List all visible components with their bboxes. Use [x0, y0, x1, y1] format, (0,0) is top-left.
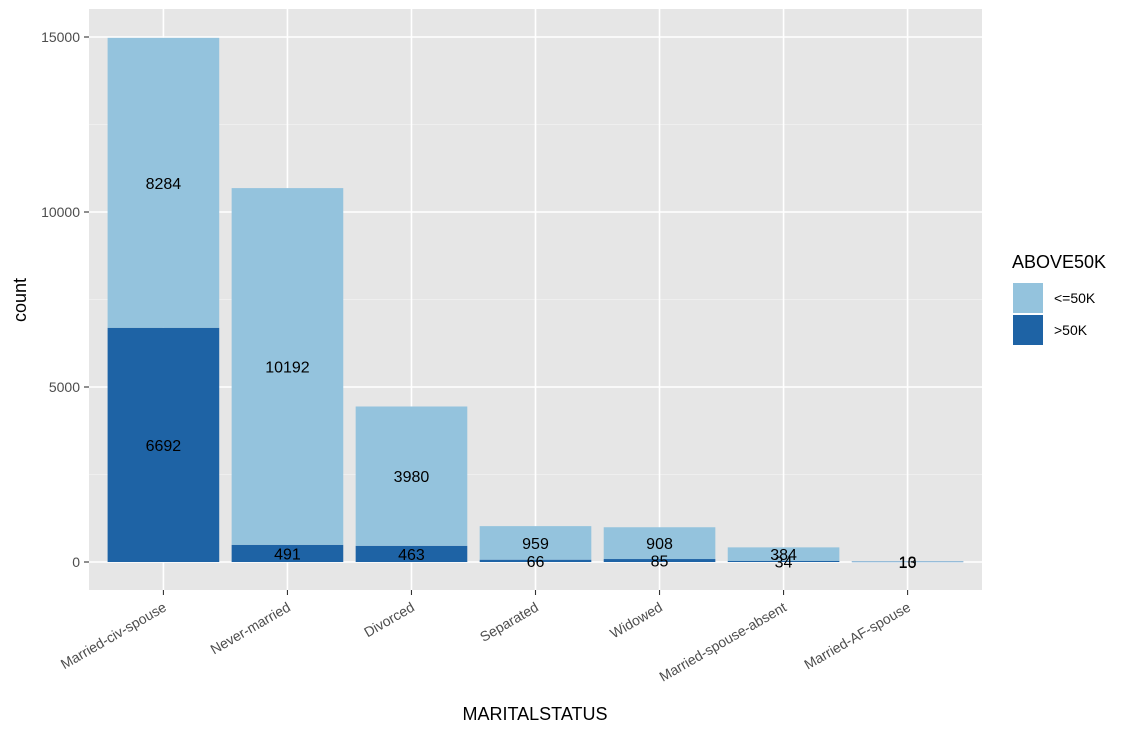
legend-key-gt50k	[1013, 315, 1043, 345]
bar-le50k	[727, 547, 840, 561]
bar-le50k	[107, 37, 220, 328]
bar-le50k	[355, 406, 468, 546]
bar-le50k	[479, 526, 592, 560]
x-axis-title: MARITALSTATUS	[462, 704, 607, 724]
x-tick-label: Married-AF-spouse	[801, 599, 913, 673]
bar-label-gt50k: 66	[527, 554, 545, 571]
legend-key-le50k	[1013, 283, 1043, 313]
bar-gt50k	[479, 559, 592, 562]
x-tick-label: Divorced	[361, 599, 417, 640]
x-tick-label: Widowed	[607, 599, 665, 642]
bar-label-le50k: 8284	[146, 176, 182, 193]
legend-title: ABOVE50K	[1012, 252, 1106, 272]
legend-label-le50k: <=50K	[1054, 290, 1096, 306]
bar-gt50k	[727, 560, 840, 562]
bar-label-le50k: 10192	[265, 359, 310, 376]
bar-gt50k	[231, 544, 344, 562]
bars	[107, 37, 964, 563]
bar-label-gt50k: 491	[274, 546, 301, 563]
y-axis-title: count	[10, 278, 30, 322]
bar-label-gt50k: 463	[398, 547, 425, 564]
bar-label-gt50k: 6692	[146, 438, 182, 455]
bar-le50k	[851, 561, 964, 562]
bar-le50k	[603, 527, 716, 560]
bar-label-le50k: 959	[522, 536, 549, 553]
bar-label-gt50k: 34	[775, 554, 793, 571]
x-tick-label: Separated	[477, 599, 541, 645]
y-axis-ticks: 0 5000 10000 15000	[41, 29, 89, 570]
bar-le50k	[231, 188, 344, 545]
bar-label-le50k: 13	[899, 554, 917, 571]
bar-label-gt50k: 10	[899, 555, 917, 572]
legend: ABOVE50K <=50K >50K	[1012, 252, 1106, 345]
x-tick-label: Married-spouse-absent	[656, 599, 789, 685]
x-tick-label: Married-civ-spouse	[58, 599, 169, 672]
bar-gt50k	[107, 327, 220, 562]
y-tick-label: 0	[72, 554, 80, 570]
bar-gt50k	[603, 559, 716, 562]
bar-label-gt50k: 85	[651, 554, 669, 571]
x-tick-label: Never-married	[207, 599, 292, 658]
x-axis-ticks: Married-civ-spouse Never-married Divorced S…	[58, 590, 913, 685]
bar-label-le50k: 384	[770, 547, 797, 564]
y-tick-label: 10000	[41, 204, 80, 220]
y-tick-label: 15000	[41, 29, 80, 45]
bar-gt50k	[355, 545, 468, 562]
bar-label-le50k: 3980	[394, 469, 430, 486]
bar-label-le50k: 908	[646, 536, 673, 553]
bar-gt50k	[851, 561, 964, 563]
legend-label-gt50k: >50K	[1054, 322, 1088, 338]
y-tick-label: 5000	[49, 379, 80, 395]
